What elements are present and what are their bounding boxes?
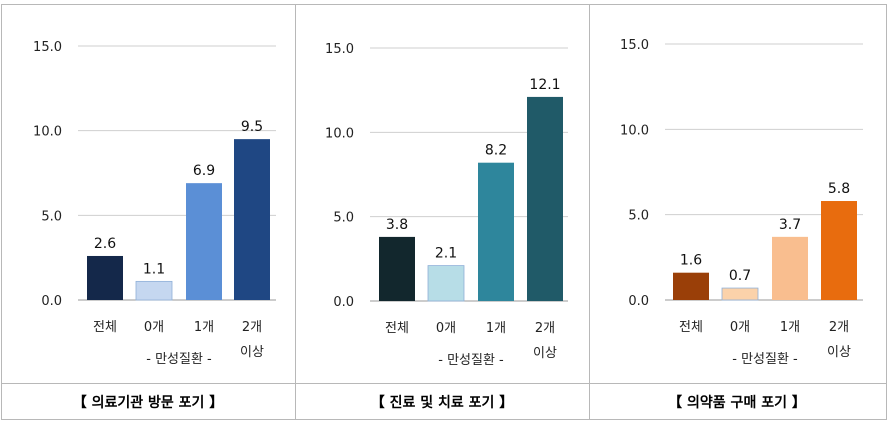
chart-title: 【 의료기관 방문 포기 】	[73, 394, 224, 411]
bar	[379, 236, 415, 301]
y-tick-label: 15.0	[620, 38, 649, 53]
figure-frame	[1, 4, 887, 420]
chart-title: 【 진료 및 치료 포기 】	[371, 394, 514, 411]
bar	[427, 265, 465, 302]
x-tick-label: 전체	[385, 321, 409, 336]
x-tick-label: 2개	[242, 320, 262, 335]
data-label: 3.8	[386, 217, 408, 233]
data-label: 1.1	[143, 261, 165, 277]
data-label: 9.5	[241, 119, 263, 135]
y-tick-label: 10.0	[620, 123, 649, 138]
data-label: 0.7	[729, 268, 751, 284]
bar	[673, 272, 709, 300]
bar	[721, 287, 759, 301]
x-tick-label: 1개	[194, 320, 214, 335]
x-tick-label-line2: 이상	[240, 345, 264, 360]
y-tick-label: 0.0	[628, 294, 649, 309]
data-label: 5.8	[828, 181, 850, 197]
y-tick-label: 0.0	[41, 294, 62, 309]
bar	[135, 280, 173, 301]
x-tick-label: 전체	[93, 320, 117, 335]
x-tick-label-line2: 이상	[827, 345, 851, 360]
data-label: 3.7	[779, 217, 801, 233]
bar	[772, 236, 808, 300]
x-tick-label: 1개	[780, 320, 800, 335]
data-label: 8.2	[485, 143, 507, 159]
bar	[186, 183, 222, 300]
group-label: - 만성질환 -	[146, 352, 212, 367]
data-label: 1.6	[680, 253, 702, 269]
x-tick-label-line2: 이상	[533, 346, 557, 361]
data-label: 2.6	[94, 236, 116, 252]
y-tick-label: 0.0	[333, 295, 354, 310]
data-label: 6.9	[193, 163, 215, 179]
bar	[234, 139, 270, 300]
group-label: - 만성질환 -	[438, 353, 504, 368]
bar	[821, 201, 857, 300]
data-label: 2.1	[435, 246, 457, 262]
data-label: 12.1	[529, 77, 560, 93]
bar	[527, 96, 563, 301]
y-tick-label: 5.0	[333, 211, 354, 226]
y-tick-label: 15.0	[33, 40, 62, 55]
y-tick-label: 15.0	[325, 42, 354, 57]
x-tick-label: 0개	[436, 321, 456, 336]
y-tick-label: 5.0	[628, 209, 649, 224]
x-tick-label: 0개	[144, 320, 164, 335]
x-tick-label: 2개	[829, 320, 849, 335]
x-tick-label: 1개	[486, 321, 506, 336]
y-tick-label: 5.0	[41, 209, 62, 224]
bar	[87, 255, 123, 300]
bar	[478, 162, 514, 301]
group-label: - 만성질환 -	[732, 352, 798, 367]
x-tick-label: 전체	[679, 320, 703, 335]
x-tick-label: 2개	[535, 321, 555, 336]
chart-title: 【 의약품 구매 포기 】	[668, 394, 806, 411]
y-tick-label: 10.0	[33, 125, 62, 140]
y-tick-label: 10.0	[325, 126, 354, 141]
x-tick-label: 0개	[730, 320, 750, 335]
